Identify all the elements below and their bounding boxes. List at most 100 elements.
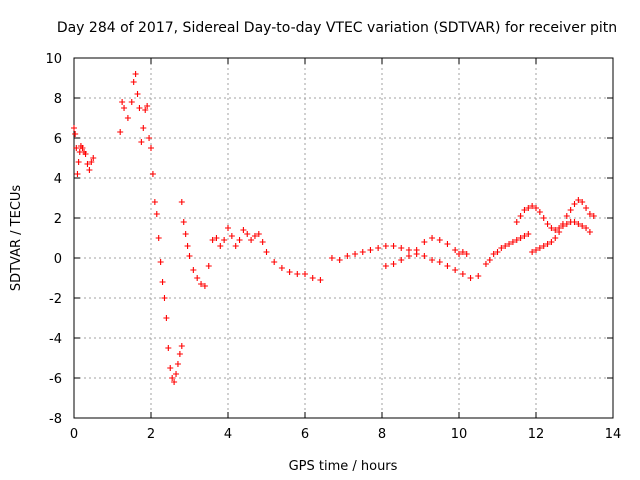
y-tick-label: -2 (49, 292, 62, 307)
data-point (529, 203, 536, 209)
data-point (190, 267, 197, 273)
data-point (452, 267, 459, 273)
x-tick-label: 14 (605, 427, 622, 442)
data-point (73, 145, 80, 151)
data-points (71, 71, 597, 385)
data-point (121, 105, 128, 111)
data-point (88, 159, 95, 165)
data-point (236, 237, 243, 243)
data-point (490, 251, 497, 257)
data-point (563, 213, 570, 219)
data-point (533, 205, 539, 211)
data-point (146, 135, 153, 141)
data-point (72, 131, 79, 137)
data-point (151, 199, 158, 205)
data-point (517, 235, 524, 241)
data-point (494, 249, 501, 255)
data-point (548, 225, 555, 231)
data-point (390, 261, 397, 267)
data-point (259, 239, 266, 245)
data-point (124, 115, 131, 121)
data-point (201, 283, 208, 289)
data-point (173, 371, 180, 377)
data-point (459, 249, 466, 255)
data-point (328, 255, 335, 261)
data-point (513, 219, 520, 225)
data-point (271, 259, 278, 265)
data-point (421, 253, 428, 259)
x-tick-label: 12 (528, 427, 545, 442)
y-tick-label: -4 (49, 332, 62, 347)
chart-title: Day 284 of 2017, Sidereal Day-to-day VTE… (57, 20, 617, 36)
data-point (84, 161, 91, 167)
data-point (134, 91, 141, 97)
data-point (486, 257, 493, 263)
data-point (178, 343, 185, 349)
data-point (217, 243, 224, 249)
data-point (140, 125, 147, 131)
data-point (536, 245, 543, 251)
data-point (165, 345, 172, 351)
data-point (86, 167, 93, 173)
data-point (506, 241, 513, 247)
data-point (119, 99, 126, 105)
data-point (548, 239, 555, 245)
data-point (459, 271, 466, 277)
data-point (405, 247, 412, 253)
data-point (138, 139, 145, 145)
data-point (302, 271, 308, 277)
x-tick-label: 0 (70, 427, 78, 442)
data-point (525, 205, 532, 211)
plot-frame (73, 57, 614, 419)
data-point (294, 271, 301, 277)
x-tick-label: 10 (451, 427, 468, 442)
data-point (352, 251, 359, 257)
data-point (263, 249, 270, 255)
data-point (194, 275, 201, 281)
data-point (79, 145, 86, 151)
y-tick-label: 6 (54, 132, 62, 147)
data-point (75, 159, 82, 165)
data-point (157, 259, 164, 265)
data-point (590, 213, 597, 219)
y-tick-label: -8 (49, 412, 62, 427)
data-point (169, 375, 176, 381)
data-point (136, 105, 143, 111)
data-point (467, 275, 474, 281)
data-point (575, 221, 582, 227)
data-point (309, 275, 316, 281)
axis-ticks (73, 57, 614, 419)
x-tick-label: 8 (378, 427, 386, 442)
x-axis-label: GPS time / hours (289, 459, 398, 474)
x-tick-label: 6 (301, 427, 309, 442)
x-tick-label: 2 (147, 427, 155, 442)
data-point (142, 107, 149, 113)
data-point (155, 235, 162, 241)
data-point (571, 219, 578, 225)
data-point (513, 237, 520, 243)
data-point (344, 253, 351, 259)
data-point (148, 145, 154, 151)
data-point (180, 219, 187, 225)
y-tick-label: 4 (54, 172, 62, 187)
data-point (149, 171, 156, 177)
data-point (128, 99, 135, 105)
data-point (429, 235, 436, 241)
data-point (452, 247, 459, 253)
data-point (317, 277, 324, 283)
data-point (336, 257, 343, 263)
data-point (186, 253, 193, 259)
data-point (436, 237, 443, 243)
data-point (579, 223, 586, 229)
data-point (382, 263, 389, 269)
data-point (463, 251, 470, 257)
data-point (90, 155, 97, 161)
data-point (161, 295, 168, 301)
data-point (413, 247, 420, 253)
data-point (174, 361, 181, 367)
data-point (456, 251, 462, 257)
y-axis-label: SDTVAR / TECUs (9, 185, 24, 292)
data-point (540, 215, 547, 221)
data-point (209, 237, 216, 243)
